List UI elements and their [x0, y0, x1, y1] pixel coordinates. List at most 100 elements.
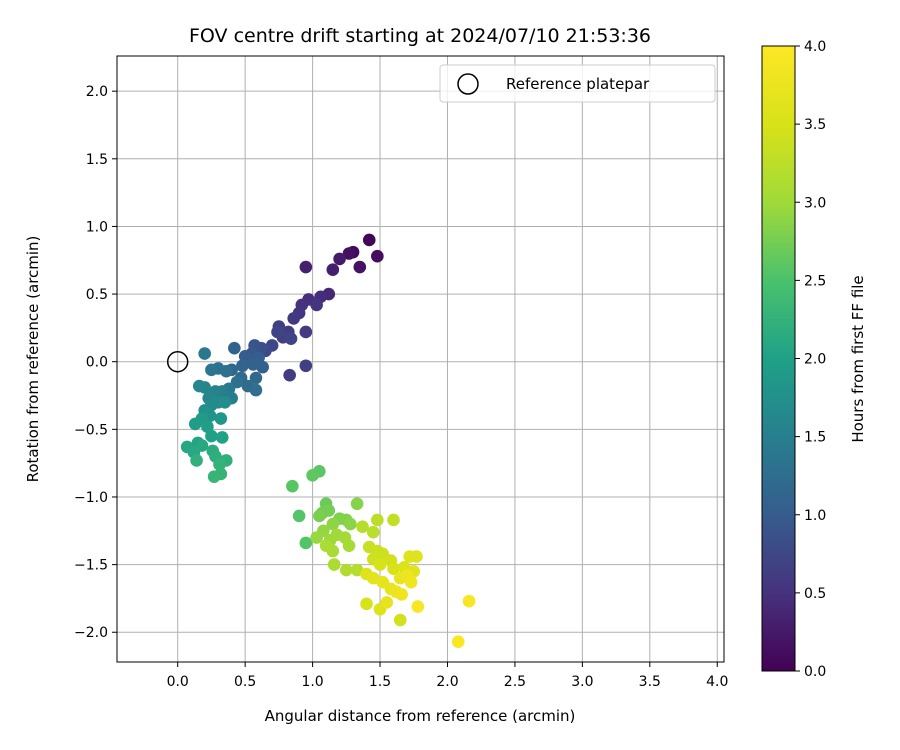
x-tick-label: 0.5: [234, 674, 256, 690]
x-tick-label: 3.0: [571, 674, 593, 690]
data-point: [236, 359, 249, 373]
y-tick-label: 0.5: [86, 287, 108, 303]
x-tick-label: 2.0: [436, 674, 458, 690]
legend: Reference platepar: [439, 64, 716, 103]
data-point: [249, 383, 263, 397]
data-point: [306, 469, 319, 482]
data-point: [313, 509, 326, 523]
data-point: [451, 635, 465, 649]
data-point: [366, 525, 380, 539]
y-axis-label: Rotation from reference (arcmin): [24, 236, 42, 483]
data-point: [299, 359, 313, 373]
data-point: [213, 458, 226, 471]
data-point: [350, 497, 364, 511]
y-tick-label: −1.5: [74, 558, 108, 574]
data-point: [228, 341, 241, 355]
data-point: [326, 263, 340, 277]
data-point: [322, 504, 336, 517]
data-point: [387, 513, 400, 527]
data-point: [344, 517, 357, 531]
data-point: [360, 597, 373, 611]
colorbar-tick-label: 0.0: [804, 664, 826, 680]
data-point: [271, 325, 284, 339]
data-point: [218, 395, 232, 409]
x-tick-label: 1.5: [369, 674, 391, 690]
data-point: [215, 431, 229, 444]
data-point: [299, 536, 313, 550]
data-point: [333, 252, 346, 266]
data-point: [299, 325, 313, 339]
data-point: [286, 479, 299, 493]
data-point: [353, 260, 367, 274]
data-point: [373, 558, 387, 571]
data-point: [256, 360, 269, 374]
data-point: [342, 247, 356, 260]
legend-entry: Reference platepar: [506, 75, 650, 93]
colorbar-tick-label: 1.0: [804, 508, 826, 524]
colorbar-label: Hours from first FF file: [849, 275, 867, 442]
y-tick-label: −1.0: [74, 490, 108, 506]
data-point: [362, 233, 376, 247]
data-point: [198, 347, 211, 360]
data-point: [393, 613, 407, 627]
colorbar-tick-label: 3.0: [804, 195, 826, 211]
x-tick-label: 0.0: [167, 674, 189, 690]
data-point: [205, 363, 218, 377]
reference-marker: [166, 350, 189, 373]
x-tick-label: 4.0: [706, 674, 728, 690]
data-point: [410, 550, 423, 563]
data-point: [246, 358, 260, 371]
colorbar-tick-label: 3.5: [804, 117, 826, 133]
x-axis-label: Angular distance from reference (arcmin): [265, 707, 576, 725]
data-point: [201, 420, 214, 433]
data-point: [371, 249, 384, 263]
data-point: [411, 600, 425, 613]
x-tick-label: 2.5: [504, 674, 526, 690]
x-tick-label: 3.5: [639, 674, 661, 690]
x-axis-ticks: 0.0 0.5 1.0 1.5 2.0 2.5 3.0 3.5 4.0: [167, 662, 728, 690]
data-point: [188, 417, 202, 431]
data-point: [340, 563, 353, 577]
x-tick-label: 1.0: [301, 674, 323, 690]
data-point: [366, 571, 380, 585]
data-point: [310, 298, 323, 312]
colorbar-tick-label: 4.0: [804, 39, 826, 55]
data-point: [404, 575, 418, 589]
colorbar-ticks: 0.0 0.5 1.0 1.5 2.0 2.5 3.0 3.5 4.0: [795, 39, 826, 680]
data-point: [342, 539, 356, 552]
data-point: [326, 517, 340, 531]
y-tick-label: 1.0: [86, 219, 108, 235]
colorbar: [761, 45, 796, 672]
data-point: [371, 513, 384, 527]
data-point: [395, 588, 408, 601]
grid: [117, 56, 724, 662]
data-point: [299, 260, 313, 274]
data-point: [387, 562, 400, 575]
data-point: [319, 539, 333, 552]
data-point: [207, 470, 221, 483]
y-tick-label: 0.0: [86, 355, 108, 371]
data-point: [327, 558, 341, 571]
data-point: [350, 563, 364, 577]
data-point: [190, 454, 203, 467]
data-point: [310, 531, 323, 544]
colorbar-tick-label: 0.5: [804, 586, 826, 602]
data-point: [380, 596, 394, 609]
plot-frame: [116, 55, 725, 663]
y-tick-label: 2.0: [86, 84, 108, 100]
data-point: [284, 332, 298, 346]
data-point: [356, 520, 369, 534]
data-point: [283, 368, 296, 382]
data-point: [287, 312, 301, 325]
data-point: [192, 379, 206, 393]
data-point: [462, 594, 476, 608]
y-axis-ticks: 2.0 1.5 1.0 0.5 0.0 −0.5 −1.0 −1.5 −2.0: [74, 84, 117, 641]
y-tick-label: 1.5: [86, 152, 108, 168]
legend-box: [439, 64, 716, 103]
colorbar-tick-label: 2.0: [804, 352, 826, 368]
data-point: [205, 429, 218, 443]
data-point: [249, 371, 263, 385]
data-point: [214, 412, 228, 425]
legend-marker-icon: [457, 73, 479, 95]
